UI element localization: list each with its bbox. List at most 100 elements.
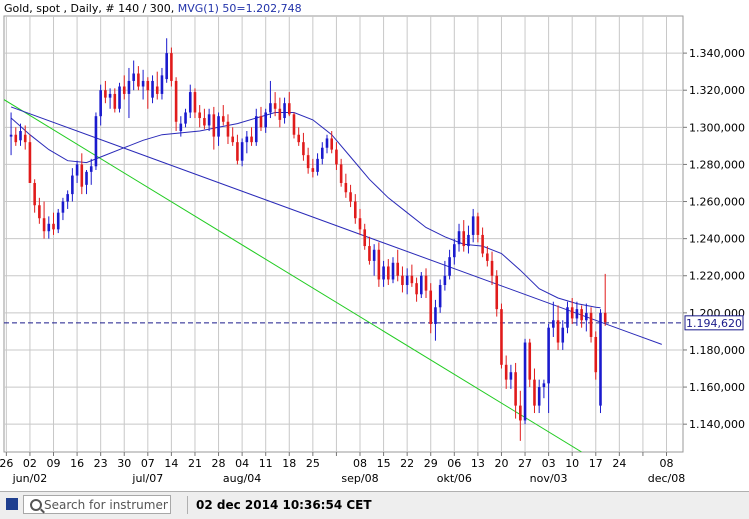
candle-body bbox=[434, 307, 437, 324]
candle-body bbox=[23, 134, 27, 143]
candle-body bbox=[278, 108, 282, 120]
candle-body bbox=[160, 75, 164, 94]
indicator-label: MVG(1) 50=1.202,748 bbox=[177, 2, 302, 15]
candle-body bbox=[561, 327, 565, 343]
x-tick-label: 06 bbox=[447, 457, 461, 470]
y-tick-label: 1.260,000 bbox=[689, 196, 745, 209]
x-tick-label: 26 bbox=[0, 457, 13, 470]
x-month-label: jun/02 bbox=[12, 472, 48, 485]
candle-body bbox=[151, 80, 154, 98]
candle-body bbox=[514, 372, 517, 406]
candle-body bbox=[184, 112, 187, 124]
candle-body bbox=[155, 86, 159, 94]
candle-body bbox=[236, 142, 239, 161]
candle-body bbox=[509, 372, 513, 380]
price-chart[interactable]: 1.140,0001.160,0001.180,0001.200,0001.22… bbox=[0, 0, 749, 491]
candle-body bbox=[99, 90, 102, 117]
candle-body bbox=[56, 212, 60, 230]
x-tick-label: 30 bbox=[117, 457, 131, 470]
candle-body bbox=[325, 138, 329, 148]
candle-body bbox=[363, 229, 367, 247]
candle-body bbox=[386, 266, 390, 280]
candle-body bbox=[311, 168, 315, 172]
instrument-label: Gold, spot , Daily, # 140 / 300, bbox=[4, 2, 175, 15]
candle-body bbox=[330, 138, 334, 150]
x-tick-label: 17 bbox=[589, 457, 603, 470]
search-input[interactable] bbox=[44, 497, 168, 512]
candle-body bbox=[344, 182, 348, 193]
candle-body bbox=[339, 164, 343, 183]
candle-body bbox=[47, 223, 51, 232]
x-month-label: dec/08 bbox=[648, 472, 686, 485]
candle-body bbox=[89, 166, 93, 172]
candle-body bbox=[203, 118, 206, 126]
candle-body bbox=[42, 218, 46, 232]
x-tick-label: 09 bbox=[47, 457, 61, 470]
candle-body bbox=[283, 103, 286, 119]
candle-body bbox=[188, 92, 192, 113]
candle-body bbox=[118, 86, 121, 109]
candle-body bbox=[495, 275, 499, 310]
candle-body bbox=[358, 218, 362, 230]
current-price-box bbox=[684, 315, 744, 331]
candle-body bbox=[401, 275, 404, 286]
x-tick-label: 07 bbox=[141, 457, 155, 470]
candle-body bbox=[415, 283, 418, 295]
candle-body bbox=[603, 312, 607, 323]
candle-body bbox=[533, 379, 536, 406]
candle-body bbox=[377, 249, 381, 280]
candle-body bbox=[467, 234, 470, 247]
candle-body bbox=[519, 405, 522, 421]
y-tick-label: 1.140,000 bbox=[689, 418, 745, 431]
candle-body bbox=[132, 73, 135, 81]
candle-body bbox=[80, 164, 84, 187]
candle-body bbox=[542, 383, 546, 388]
candle-body bbox=[146, 80, 150, 91]
candle-body bbox=[113, 93, 117, 109]
y-tick-label: 1.180,000 bbox=[689, 344, 745, 357]
candle-body bbox=[471, 216, 475, 235]
candle-body bbox=[481, 234, 484, 254]
candle-body bbox=[19, 131, 22, 141]
candle-body bbox=[476, 216, 480, 235]
candle-body bbox=[429, 290, 433, 324]
candle-body bbox=[368, 246, 371, 261]
candle-body bbox=[217, 116, 220, 137]
x-tick-label: 14 bbox=[164, 457, 178, 470]
candle-body bbox=[405, 275, 409, 286]
search-box[interactable] bbox=[23, 495, 171, 514]
candle-body bbox=[457, 231, 461, 245]
candle-body bbox=[94, 116, 98, 167]
candle-body bbox=[552, 320, 555, 328]
candle-body bbox=[245, 136, 249, 143]
candle-body bbox=[353, 201, 357, 219]
x-tick-label: 29 bbox=[424, 457, 438, 470]
candle-body bbox=[33, 182, 36, 206]
candle-body bbox=[141, 80, 145, 87]
candle-body bbox=[547, 327, 550, 384]
candle-body bbox=[165, 53, 168, 80]
candle-body bbox=[306, 155, 310, 169]
candle-body bbox=[382, 266, 385, 280]
menu-icon[interactable] bbox=[6, 498, 18, 510]
candle-body bbox=[523, 342, 527, 421]
candle-body bbox=[193, 92, 197, 113]
x-tick-label: 23 bbox=[94, 457, 108, 470]
x-tick-label: 20 bbox=[494, 457, 508, 470]
candle-body bbox=[335, 149, 338, 165]
candle-body bbox=[269, 103, 272, 113]
candle-body bbox=[38, 205, 41, 219]
y-tick-label: 1.220,000 bbox=[689, 270, 745, 283]
candle-body bbox=[580, 309, 583, 321]
candle-body bbox=[137, 73, 140, 87]
x-tick-label: 10 bbox=[565, 457, 579, 470]
x-tick-label: 11 bbox=[259, 457, 273, 470]
x-tick-label: 27 bbox=[518, 457, 532, 470]
candle-body bbox=[9, 134, 13, 137]
candle-body bbox=[287, 103, 291, 115]
candle-body bbox=[585, 312, 588, 321]
x-tick-label: 08 bbox=[659, 457, 673, 470]
candle-body bbox=[14, 134, 18, 143]
candle-body bbox=[170, 53, 173, 81]
candle-body bbox=[66, 194, 69, 202]
